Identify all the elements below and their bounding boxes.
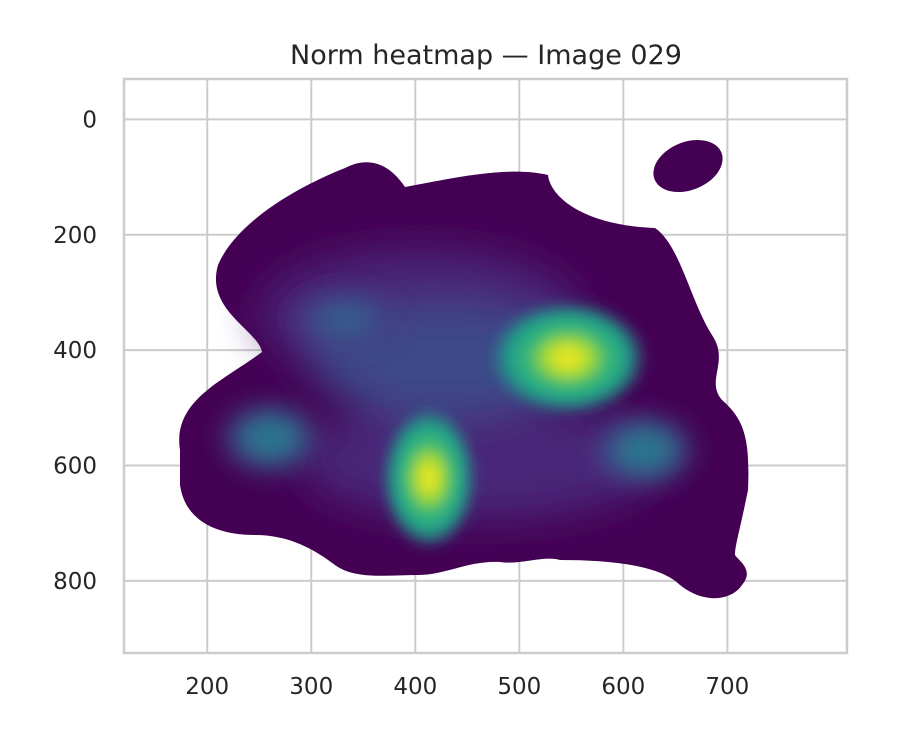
x-tick-label: 200 xyxy=(185,674,229,700)
chart-title: Norm heatmap — Image 029 xyxy=(290,40,682,71)
x-tick-label: 300 xyxy=(289,674,333,700)
y-tick-label: 800 xyxy=(53,569,97,595)
density-blob-upper-left xyxy=(285,285,405,355)
y-tick-label: 600 xyxy=(53,454,97,480)
density-blob-left xyxy=(215,398,325,478)
density-peak-main xyxy=(488,300,648,416)
x-tick-labels: 200 300 400 500 600 700 xyxy=(185,674,749,700)
density-region-small xyxy=(653,139,723,193)
density-blob-right xyxy=(590,410,700,490)
y-tick-label: 0 xyxy=(82,107,97,133)
y-tick-label: 400 xyxy=(53,338,97,364)
density-peak-lower xyxy=(381,406,477,550)
density-layer xyxy=(179,139,749,599)
x-tick-label: 700 xyxy=(705,674,749,700)
y-tick-label: 200 xyxy=(53,223,97,249)
plot-frame xyxy=(122,77,849,655)
x-tick-label: 500 xyxy=(497,674,541,700)
x-tick-label: 400 xyxy=(393,674,437,700)
x-tick-label: 600 xyxy=(601,674,645,700)
y-tick-labels: 0 200 400 600 800 xyxy=(53,107,97,595)
